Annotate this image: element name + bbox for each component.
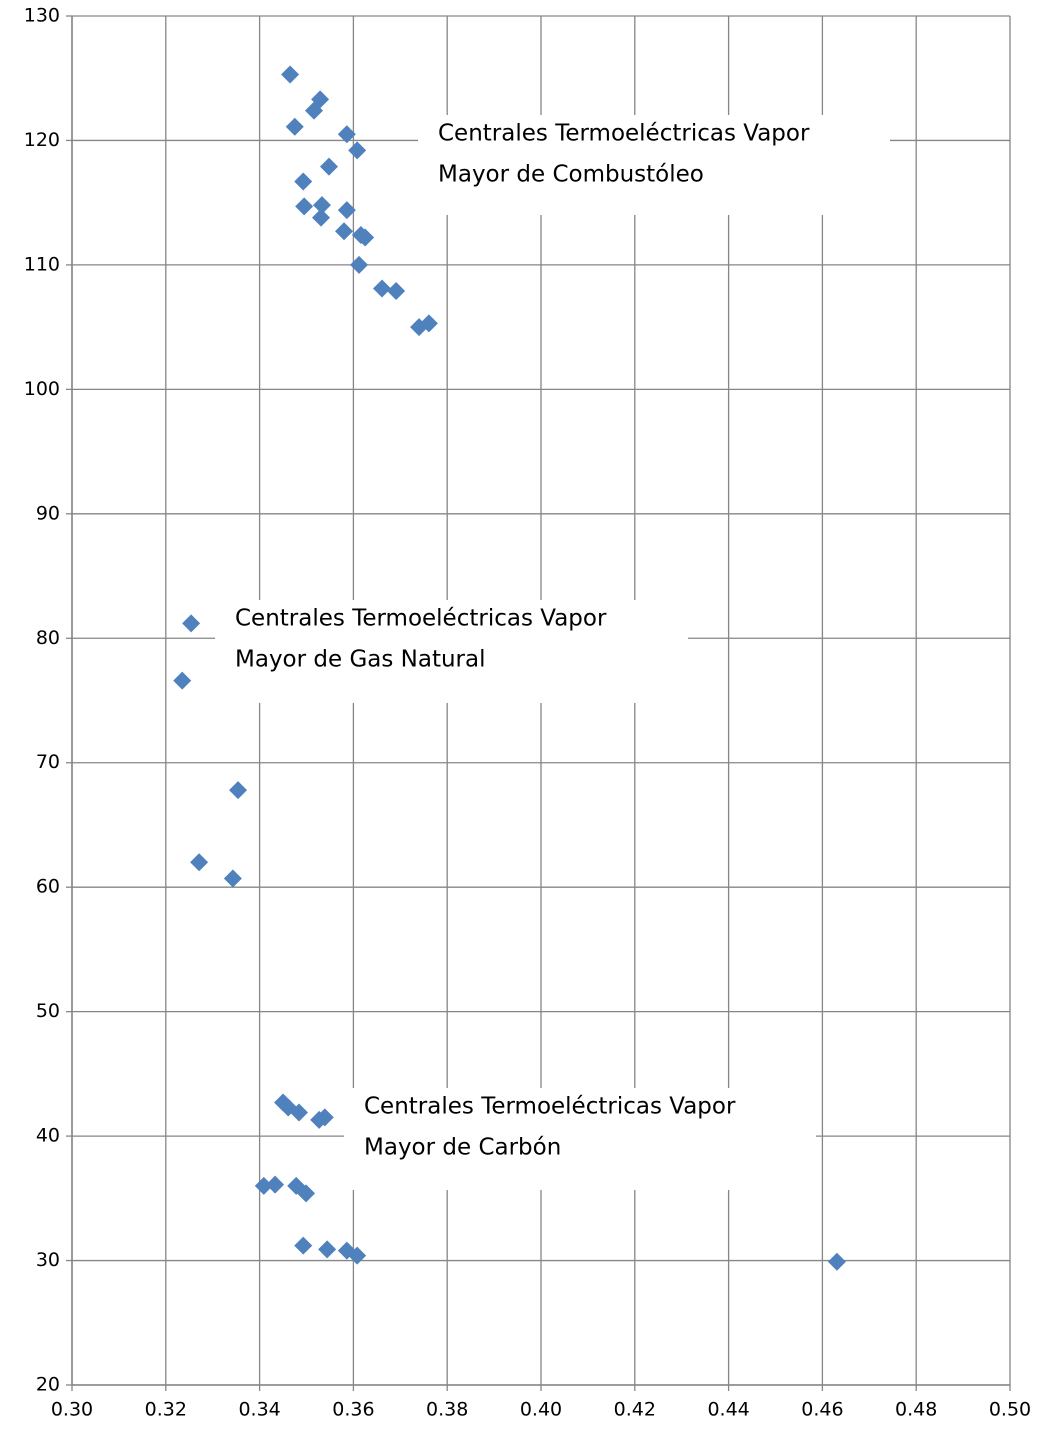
annotation-box [344,1088,816,1190]
marker [337,125,356,144]
y-tick-label: 50 [36,1000,60,1022]
x-tick-label: 0.44 [707,1399,749,1421]
marker [348,141,367,160]
y-tick-label: 40 [36,1125,60,1147]
marker [312,208,331,227]
marker [289,1103,308,1122]
marker [387,282,406,301]
x-tick-label: 0.48 [895,1399,937,1421]
marker [373,279,392,298]
annotation-box [418,115,890,215]
marker [173,671,192,690]
marker [337,201,356,220]
marker [285,117,304,136]
y-tick-label: 120 [24,129,60,151]
marker [223,869,242,888]
x-tick-label: 0.38 [426,1399,468,1421]
marker [320,157,339,176]
marker [419,314,438,333]
marker [295,197,314,216]
x-tick-label: 0.34 [238,1399,280,1421]
marker [348,1246,367,1265]
y-tick-label: 110 [24,253,60,275]
marker [182,614,201,633]
x-tick-label: 0.36 [332,1399,374,1421]
marker [190,853,209,872]
x-tick-label: 0.30 [51,1399,93,1421]
marker [266,1175,285,1194]
marker [350,255,369,274]
marker [312,196,331,215]
marker [827,1252,846,1271]
marker [335,222,354,241]
x-tick-label: 0.50 [989,1399,1031,1421]
marker [315,1108,334,1127]
y-tick-label: 130 [24,5,60,27]
y-tick-label: 80 [36,627,60,649]
annotation-text: Centrales Termoeléctricas Vapor [438,121,810,147]
marker [281,65,300,84]
y-tick-label: 20 [36,1374,60,1396]
y-tick-label: 60 [36,876,60,898]
marker [356,228,375,247]
annotation-box [215,600,688,703]
annotation-text: Mayor de Carbón [364,1135,561,1161]
marker [294,172,313,191]
y-tick-label: 90 [36,502,60,524]
x-tick-label: 0.40 [520,1399,562,1421]
annotation-text: Centrales Termoeléctricas Vapor [235,606,607,632]
y-tick-label: 100 [24,378,60,400]
x-tick-label: 0.42 [614,1399,656,1421]
x-tick-label: 0.32 [145,1399,187,1421]
marker [305,101,324,120]
marker [229,781,248,800]
y-tick-label: 30 [36,1249,60,1271]
marker [318,1240,337,1259]
annotation-text: Mayor de Gas Natural [235,647,486,673]
marker [254,1176,273,1195]
x-tick-label: 0.46 [801,1399,843,1421]
marker [297,1184,316,1203]
marker [294,1236,313,1255]
annotation-text: Mayor de Combustóleo [438,162,704,188]
y-tick-label: 70 [36,751,60,773]
annotation-text: Centrales Termoeléctricas Vapor [364,1094,736,1120]
